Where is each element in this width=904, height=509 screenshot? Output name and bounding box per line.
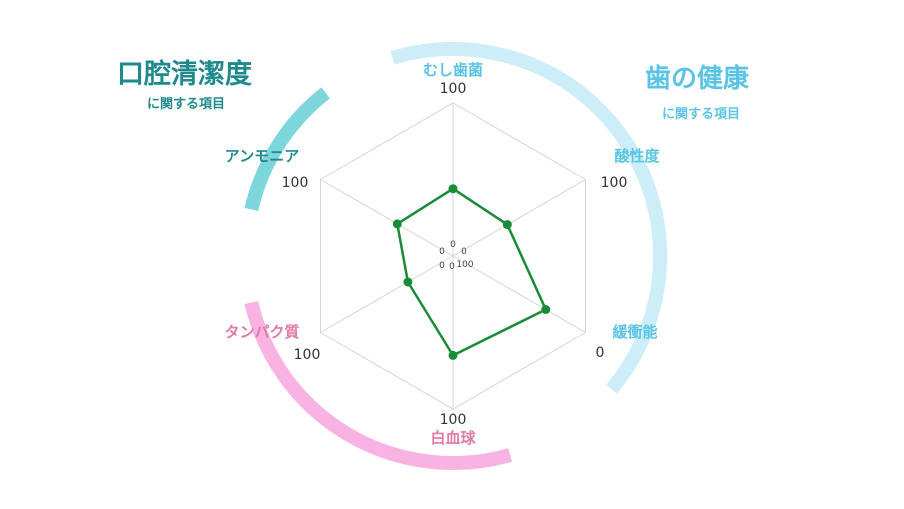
grid-spoke	[452, 179, 586, 257]
blood-group-arc	[244, 301, 513, 471]
data-point	[392, 219, 402, 229]
center-scale-label: 100	[456, 260, 473, 270]
grid-spoke	[452, 255, 586, 333]
oral-cleanliness-title: 口腔清潔度	[117, 59, 252, 90]
data-point	[541, 305, 551, 314]
axis-max-label: 0	[596, 345, 605, 361]
data-series	[392, 184, 551, 360]
oral-cleanliness-subtitle: に関する項目	[147, 97, 226, 112]
center-scale-label: 0	[449, 262, 455, 272]
axis-max-label: 100	[601, 175, 628, 191]
axis-label: アンモニア	[225, 147, 299, 165]
teeth-group-arc	[390, 41, 668, 394]
axis-label: 緩衝能	[612, 323, 657, 341]
axis-max-label: 100	[282, 175, 309, 191]
axis-max-label: 100	[440, 412, 467, 428]
group-arcs	[244, 41, 668, 471]
data-point	[448, 350, 458, 360]
series-line	[396, 187, 548, 357]
center-scale-label: 0	[450, 240, 456, 250]
dental-health-title: 歯の健康	[645, 64, 750, 94]
oral-group-arc	[244, 87, 330, 212]
axis-label: タンパク質	[224, 323, 299, 341]
data-point	[502, 220, 512, 230]
grid-spoke	[320, 179, 454, 257]
axis-max-label: 100	[294, 347, 321, 363]
grid-spoke	[320, 255, 454, 333]
center-scale-label: 0	[439, 247, 445, 257]
axis-label: 酸性度	[614, 147, 660, 165]
data-point	[403, 277, 413, 287]
axis-max-label: 100	[440, 81, 467, 97]
center-scale-label: 0	[439, 261, 445, 271]
dental-health-subtitle: に関する項目	[662, 107, 741, 122]
radar-grid	[320, 102, 586, 410]
axis-label: 白血球	[430, 429, 476, 447]
axis-label: むし歯菌	[423, 61, 483, 79]
data-point	[448, 184, 458, 194]
center-scale-label: 0	[461, 247, 467, 257]
